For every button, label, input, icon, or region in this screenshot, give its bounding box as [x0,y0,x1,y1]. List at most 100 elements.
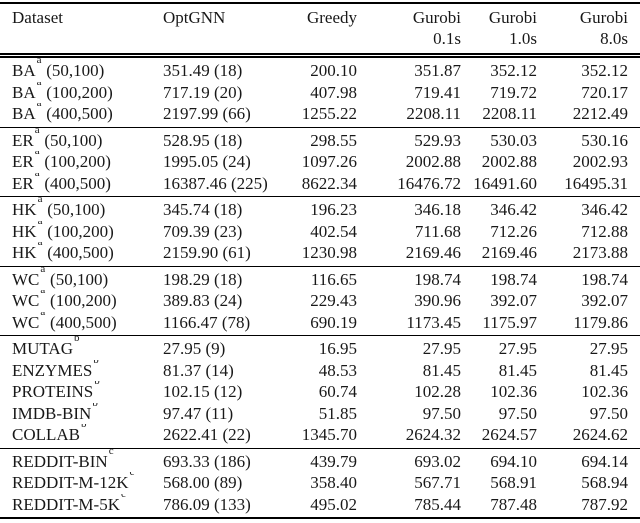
value-cell: 198.29 (18) [163,269,243,289]
value-cell: 1175.97 [482,312,537,332]
value-cell: 2208.11 [482,104,537,123]
graph-size: (400,500) [47,243,114,262]
table-row: IMDB-BINb 97.47 (11) 51.85 97.50 97.50 97.50 [0,403,640,425]
dataset-cell: REDDIT-M-12Kc [0,472,163,494]
footnote-mark: a [40,266,46,275]
graph-size: (50,100) [47,200,106,219]
value-cell: 97.50 [422,403,461,423]
column-header-gurobi-1.0s: Gurobi 1.0s [461,3,537,56]
graph-size: (100,200) [50,291,117,310]
dataset-cell: HKa (400,500) [0,242,163,266]
value-cell: 568.00 (89) [163,473,243,492]
value-cell: 358.40 [310,473,357,492]
value-cell: 529.93 [414,130,461,150]
value-cell: 787.92 [581,494,628,514]
value-cell: 27.95 [422,339,461,358]
value-cell: 2169.46 [481,243,537,262]
dataset-cell: WCa (100,200) [0,290,163,312]
dataset-name: IMDB-BIN [12,403,92,423]
value-cell: 51.85 [318,403,357,423]
value-cell: 60.74 [318,382,357,401]
graph-size: (50,100) [50,269,109,289]
value-cell: 1173.45 [406,312,461,332]
value-cell: 785.44 [414,494,461,514]
header-label: Greedy [306,8,357,27]
header-sublabel: 1.0s [509,29,537,48]
dataset-name: HK [12,243,37,262]
value-cell: 389.83 (24) [163,291,243,310]
value-cell: 495.02 [310,494,357,514]
value-cell: 402.54 [310,221,357,241]
dataset-name: HK [12,200,37,219]
value-cell: 694.14 [581,451,628,471]
value-cell: 102.15 (12) [163,382,243,401]
table-row: PROTEINSb 102.15 (12) 60.74 102.28 102.36 102… [0,381,640,403]
column-header-gurobi-8.0s: Gurobi 8.0s [537,3,640,56]
table-group-ba: BAa(50,100) 351.49 (18) 200.10 351.87 352.12… [0,55,640,128]
dataset-name: ER [12,152,34,171]
dataset-cell: WCa (400,500) [0,312,163,336]
table-header: Dataset OptGNN Greedy Gurobi 0.1s Gurobi 1.0s G… [0,3,640,56]
value-cell: 102.36 [581,382,628,401]
value-cell: 200.10 [310,61,357,80]
value-cell: 8622.34 [301,173,357,193]
graph-size: (400,500) [44,173,111,193]
value-cell: 786.09 (133) [163,494,251,514]
value-cell: 719.41 [414,82,461,102]
value-cell: 1166.47 (78) [163,312,251,332]
table-row: WCa (50,100) 198.29 (18) 116.65 198.74 198.74… [0,266,640,290]
dataset-name: COLLAB [12,425,80,444]
table-group-hk: HKa(50,100) 345.74 (18) 196.23 346.18 346.42… [0,196,640,267]
value-cell: 1179.86 [573,312,628,332]
value-cell: 81.45 [422,360,461,380]
header-label: OptGNN [163,8,226,27]
value-cell: 1097.26 [301,152,357,171]
value-cell: 2159.90 (61) [163,243,251,262]
table-row: REDDIT-M-5Kc 786.09 (133) 495.02 785.44 787.… [0,494,640,519]
dataset-name: BA [12,82,36,102]
value-cell: 2622.41 (22) [163,425,251,444]
value-cell: 1255.22 [301,104,357,123]
footnote-mark: b [92,402,98,409]
value-cell: 48.53 [318,360,357,380]
table-row: BAa (400,500) 2197.99 (66) 1255.22 2208.11 22… [0,103,640,127]
table-row: ERa (100,200) 1995.05 (24) 1097.26 2002.88 20… [0,151,640,173]
value-cell: 351.87 [414,61,461,80]
footnote-mark: a [37,242,43,249]
table-group-wc: WCa(50,100) 198.29 (18) 116.65 198.74 198.74… [0,266,640,336]
value-cell: 1230.98 [301,243,357,262]
footnote-mark: a [36,55,42,67]
table-row: HKa (400,500) 2159.90 (61) 1230.98 2169.46 21… [0,242,640,266]
value-cell: 568.94 [581,473,628,492]
value-cell: 298.55 [310,130,357,150]
value-cell: 787.48 [490,494,537,514]
value-cell: 2208.11 [406,104,461,123]
dataset-cell: BAa (400,500) [0,103,163,127]
value-cell: 346.42 [490,200,537,219]
dataset-cell: COLLABb [0,424,163,448]
dataset-name: REDDIT-BIN [12,451,108,471]
footnote-mark: b [94,381,100,388]
dataset-cell: MUTAGb [0,336,163,360]
column-header-greedy: Greedy [273,3,357,56]
dataset-name: HK [12,221,37,241]
header-row: Dataset OptGNN Greedy Gurobi 0.1s Gurobi 1.0s G… [0,3,640,56]
dataset-name: PROTEINS [12,382,94,401]
table-row: BAa (100,200) 717.19 (20) 407.98 719.41 719.7… [0,82,640,104]
dataset-cell: HKa (50,100) [0,197,163,221]
graph-size: (50,100) [44,130,103,150]
value-cell: 198.74 [414,269,461,289]
value-cell: 97.47 (11) [163,403,234,423]
value-cell: 198.74 [581,269,628,289]
table-row: WCa (100,200) 389.83 (24) 229.43 390.96 392.0… [0,290,640,312]
value-cell: 392.07 [581,291,628,310]
value-cell: 567.71 [414,473,461,492]
value-cell: 345.74 (18) [163,200,243,219]
graph-size: (50,100) [46,61,105,80]
graph-size: (400,500) [46,104,113,123]
value-cell: 439.79 [310,451,357,471]
value-cell: 530.16 [581,130,628,150]
footnote-mark: a [34,127,40,136]
value-cell: 352.12 [581,61,628,80]
value-cell: 116.65 [310,269,357,289]
